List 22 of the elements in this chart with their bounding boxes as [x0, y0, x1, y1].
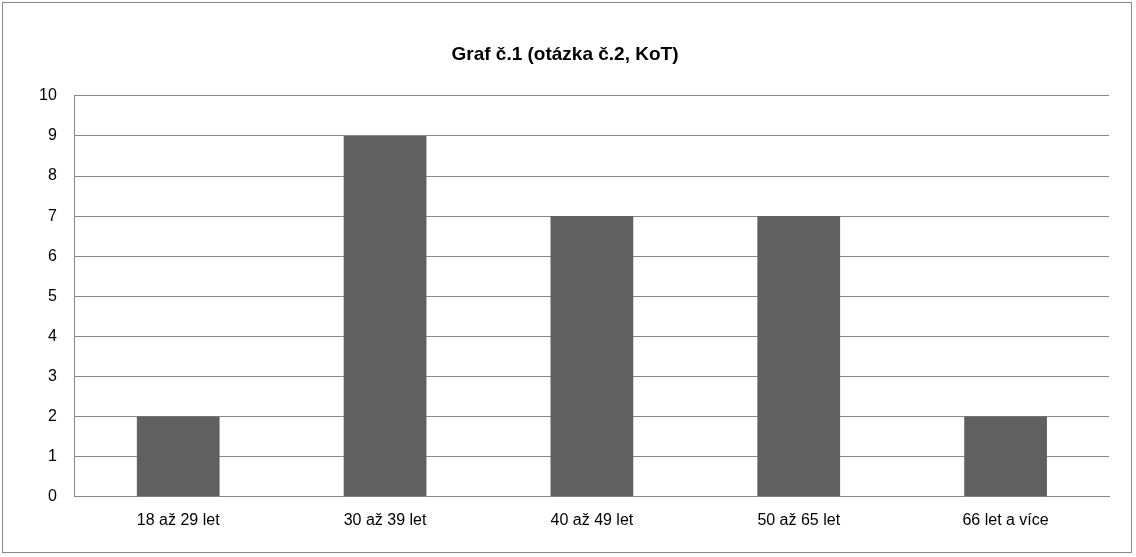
y-tick-label: 6 — [47, 246, 57, 264]
y-tick-label: 2 — [47, 407, 57, 425]
x-tick-label: 40 až 49 let — [550, 510, 634, 528]
y-tick-label: 10 — [39, 86, 57, 104]
x-tick-label: 66 let a více — [962, 510, 1049, 528]
y-tick-label: 8 — [47, 166, 57, 184]
bar — [550, 216, 634, 497]
y-tick-label: 3 — [47, 366, 57, 384]
x-tick-label: 30 až 39 let — [343, 510, 427, 528]
y-tick-label: 7 — [47, 206, 57, 224]
y-tick-label: 5 — [47, 286, 57, 304]
y-tick-label: 1 — [47, 447, 57, 465]
bar — [757, 216, 841, 497]
bar — [136, 416, 220, 497]
y-tick-label: 4 — [47, 326, 57, 344]
bar — [343, 135, 427, 497]
y-tick-label: 9 — [47, 126, 57, 144]
x-tick-label: 18 až 29 let — [136, 510, 221, 528]
chart-title: Graf č.1 (otázka č.2, KoT) — [451, 42, 679, 64]
x-tick-label: 50 až 65 let — [757, 510, 841, 528]
bar — [964, 416, 1047, 497]
y-tick-label: 0 — [47, 487, 57, 505]
